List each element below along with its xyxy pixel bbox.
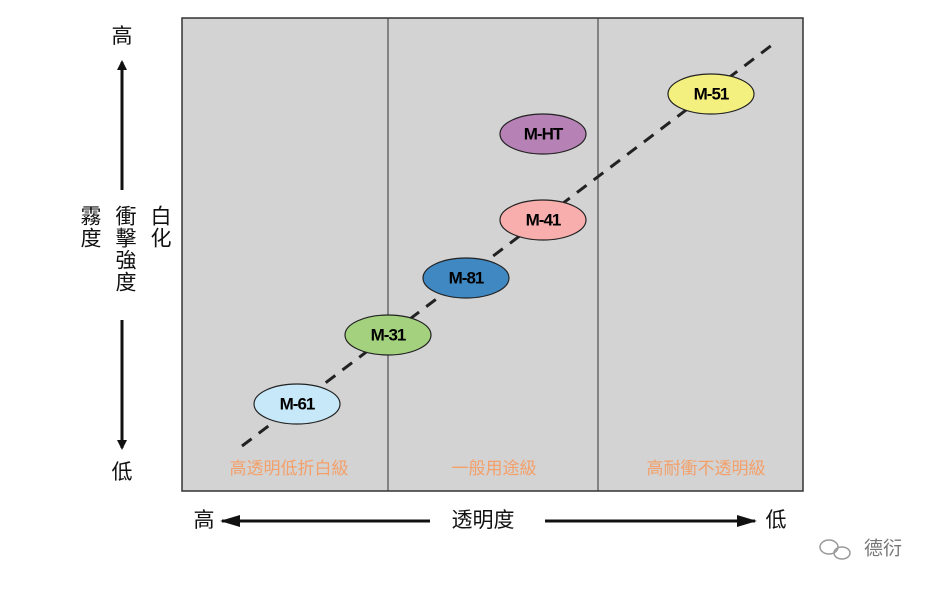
y-axis-label: 衝擊強度 <box>113 205 137 293</box>
node-shape <box>344 314 432 356</box>
watermark: 德衍 <box>864 538 902 560</box>
node: M-61 <box>253 383 341 425</box>
watermark-icon <box>819 539 851 560</box>
trend-line <box>241 40 777 448</box>
y-axis-label: 白化 <box>148 205 172 249</box>
y-axis-label: 霧度 <box>78 205 102 249</box>
y-low: 低 <box>112 460 133 484</box>
x-high: 高 <box>194 508 215 532</box>
node-shape <box>253 383 341 425</box>
node-shape <box>499 113 587 155</box>
node: M-51 <box>667 73 755 115</box>
node-label: M-61 <box>280 394 315 413</box>
node-shape <box>667 73 755 115</box>
x-low: 低 <box>766 508 787 532</box>
x-label: 透明度 <box>452 508 515 532</box>
node-label: M-31 <box>371 325 406 344</box>
node-shape <box>499 199 587 241</box>
node: M-HT <box>499 113 587 155</box>
node-label: M-HT <box>524 124 564 143</box>
node-shape <box>422 257 510 299</box>
zone-label: 高透明低折白級 <box>230 459 349 479</box>
node: M-41 <box>499 199 587 241</box>
y-high: 高 <box>112 24 133 48</box>
zone-label: 一般用途級 <box>452 459 537 479</box>
node: M-81 <box>422 257 510 299</box>
zone-label: 高耐衝不透明級 <box>647 459 766 479</box>
node: M-31 <box>344 314 432 356</box>
node-label: M-81 <box>449 268 484 287</box>
node-label: M-51 <box>694 84 729 103</box>
node-label: M-41 <box>526 210 561 229</box>
